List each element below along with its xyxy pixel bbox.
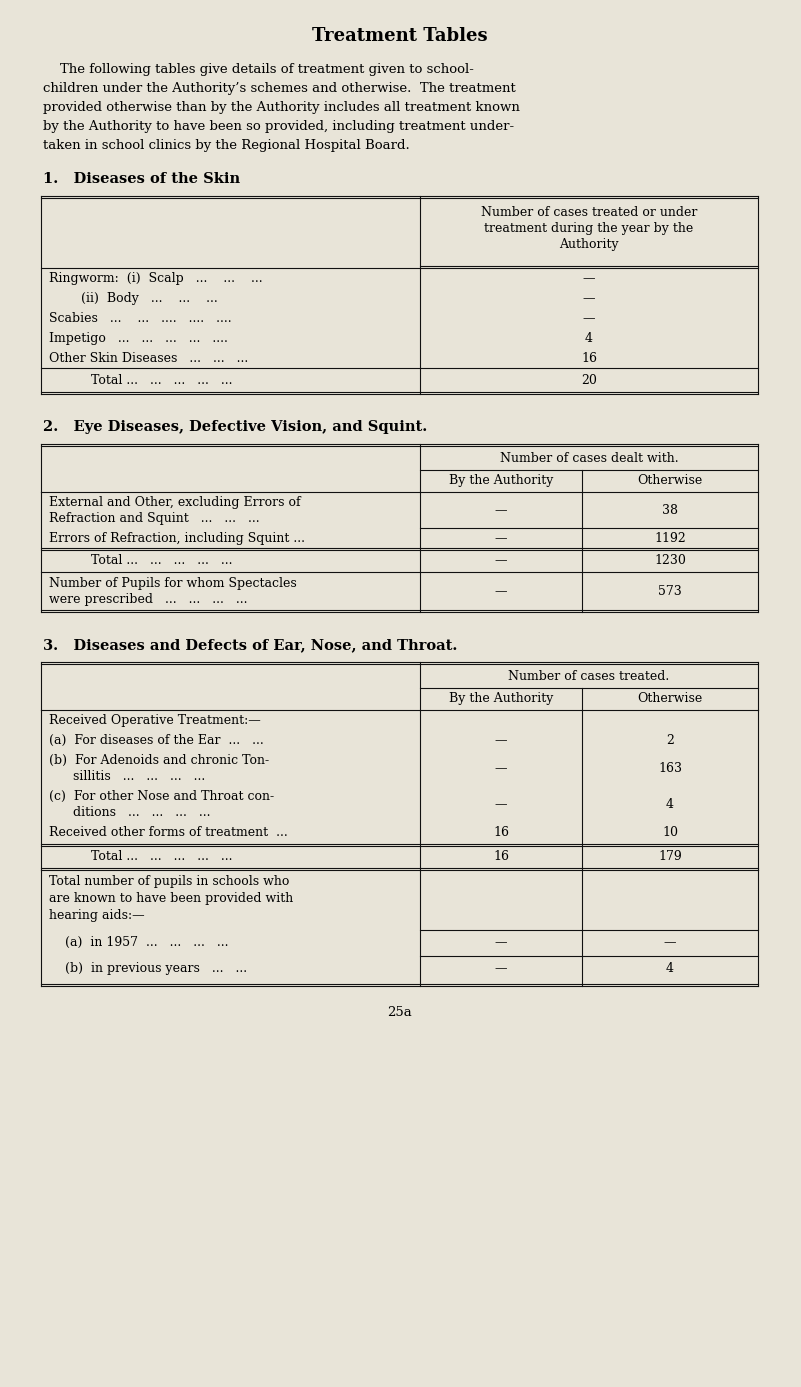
Text: Number of cases treated.: Number of cases treated. [509, 670, 670, 682]
Text: taken in school clinics by the Regional Hospital Board.: taken in school clinics by the Regional … [43, 139, 410, 153]
Text: were prescribed   ...   ...   ...   ...: were prescribed ... ... ... ... [49, 594, 248, 606]
Text: Number of Pupils for whom Spectacles: Number of Pupils for whom Spectacles [49, 577, 296, 589]
Text: —: — [583, 272, 595, 284]
Text: Total ...   ...   ...   ...   ...: Total ... ... ... ... ... [91, 850, 232, 863]
Text: —: — [495, 798, 507, 811]
Text: provided otherwise than by the Authority includes all treatment known: provided otherwise than by the Authority… [43, 101, 520, 114]
Text: 2: 2 [666, 734, 674, 748]
Text: 16: 16 [493, 850, 509, 863]
Text: By the Authority: By the Authority [449, 692, 553, 705]
Text: Number of cases dealt with.: Number of cases dealt with. [500, 452, 678, 465]
Text: (a)  in 1957  ...   ...   ...   ...: (a) in 1957 ... ... ... ... [49, 936, 228, 949]
Text: Ringworm:  (i)  Scalp   ...    ...    ...: Ringworm: (i) Scalp ... ... ... [49, 272, 263, 284]
Text: 1.   Diseases of the Skin: 1. Diseases of the Skin [43, 172, 240, 186]
Text: Received other forms of treatment  ...: Received other forms of treatment ... [49, 827, 288, 839]
Text: Scabies   ...    ...   ....   ....   ....: Scabies ... ... .... .... .... [49, 312, 231, 325]
Text: —: — [495, 761, 507, 775]
Text: —: — [495, 585, 507, 598]
Text: 20: 20 [581, 374, 597, 387]
Text: 16: 16 [581, 352, 597, 365]
Text: Otherwise: Otherwise [638, 692, 702, 705]
Text: Total ...   ...   ...   ...   ...: Total ... ... ... ... ... [91, 553, 232, 567]
Text: (b)  For Adenoids and chronic Ton-: (b) For Adenoids and chronic Ton- [49, 755, 269, 767]
Text: ditions   ...   ...   ...   ...: ditions ... ... ... ... [49, 806, 211, 818]
Text: —: — [495, 734, 507, 748]
Text: External and Other, excluding Errors of: External and Other, excluding Errors of [49, 497, 300, 509]
Text: —: — [583, 293, 595, 305]
Text: —: — [495, 503, 507, 517]
Text: are known to have been provided with: are known to have been provided with [49, 892, 293, 904]
Text: —: — [583, 312, 595, 325]
Text: 1230: 1230 [654, 553, 686, 567]
Text: 38: 38 [662, 503, 678, 517]
Text: Refraction and Squint   ...   ...   ...: Refraction and Squint ... ... ... [49, 512, 260, 526]
Text: —: — [664, 936, 676, 949]
Text: (a)  For diseases of the Ear  ...   ...: (a) For diseases of the Ear ... ... [49, 734, 264, 748]
Text: —: — [495, 936, 507, 949]
Text: hearing aids:—: hearing aids:— [49, 908, 145, 922]
Text: Treatment Tables: Treatment Tables [312, 26, 488, 44]
Text: The following tables give details of treatment given to school-: The following tables give details of tre… [43, 62, 474, 76]
Text: 179: 179 [658, 850, 682, 863]
Text: By the Authority: By the Authority [449, 474, 553, 487]
Text: Errors of Refraction, including Squint ...: Errors of Refraction, including Squint .… [49, 533, 305, 545]
Text: (b)  in previous years   ...   ...: (b) in previous years ... ... [49, 963, 248, 975]
Text: (c)  For other Nose and Throat con-: (c) For other Nose and Throat con- [49, 791, 274, 803]
Text: 2.   Eye Diseases, Defective Vision, and Squint.: 2. Eye Diseases, Defective Vision, and S… [43, 420, 427, 434]
Text: 4: 4 [585, 331, 593, 345]
Text: Otherwise: Otherwise [638, 474, 702, 487]
Text: Number of cases treated or under
treatment during the year by the
Authority: Number of cases treated or under treatme… [481, 207, 697, 251]
Text: Total number of pupils in schools who: Total number of pupils in schools who [49, 875, 289, 888]
Text: Other Skin Diseases   ...   ...   ...: Other Skin Diseases ... ... ... [49, 352, 248, 365]
Text: —: — [495, 533, 507, 545]
Text: 163: 163 [658, 761, 682, 775]
Text: 1192: 1192 [654, 533, 686, 545]
Text: Received Operative Treatment:—: Received Operative Treatment:— [49, 714, 261, 727]
Text: 4: 4 [666, 798, 674, 811]
Text: Total ...   ...   ...   ...   ...: Total ... ... ... ... ... [91, 374, 232, 387]
Text: (ii)  Body   ...    ...    ...: (ii) Body ... ... ... [49, 293, 218, 305]
Text: 4: 4 [666, 963, 674, 975]
Text: 25a: 25a [388, 1006, 413, 1019]
Text: by the Authority to have been so provided, including treatment under-: by the Authority to have been so provide… [43, 121, 514, 133]
Text: —: — [495, 963, 507, 975]
Text: 16: 16 [493, 827, 509, 839]
Text: —: — [495, 553, 507, 567]
Text: children under the Authority’s schemes and otherwise.  The treatment: children under the Authority’s schemes a… [43, 82, 516, 94]
Text: sillitis   ...   ...   ...   ...: sillitis ... ... ... ... [49, 770, 205, 784]
Text: 573: 573 [658, 585, 682, 598]
Text: 10: 10 [662, 827, 678, 839]
Text: 3.   Diseases and Defects of Ear, Nose, and Throat.: 3. Diseases and Defects of Ear, Nose, an… [43, 638, 457, 652]
Text: Impetigo   ...   ...   ...   ...   ....: Impetigo ... ... ... ... .... [49, 331, 227, 345]
